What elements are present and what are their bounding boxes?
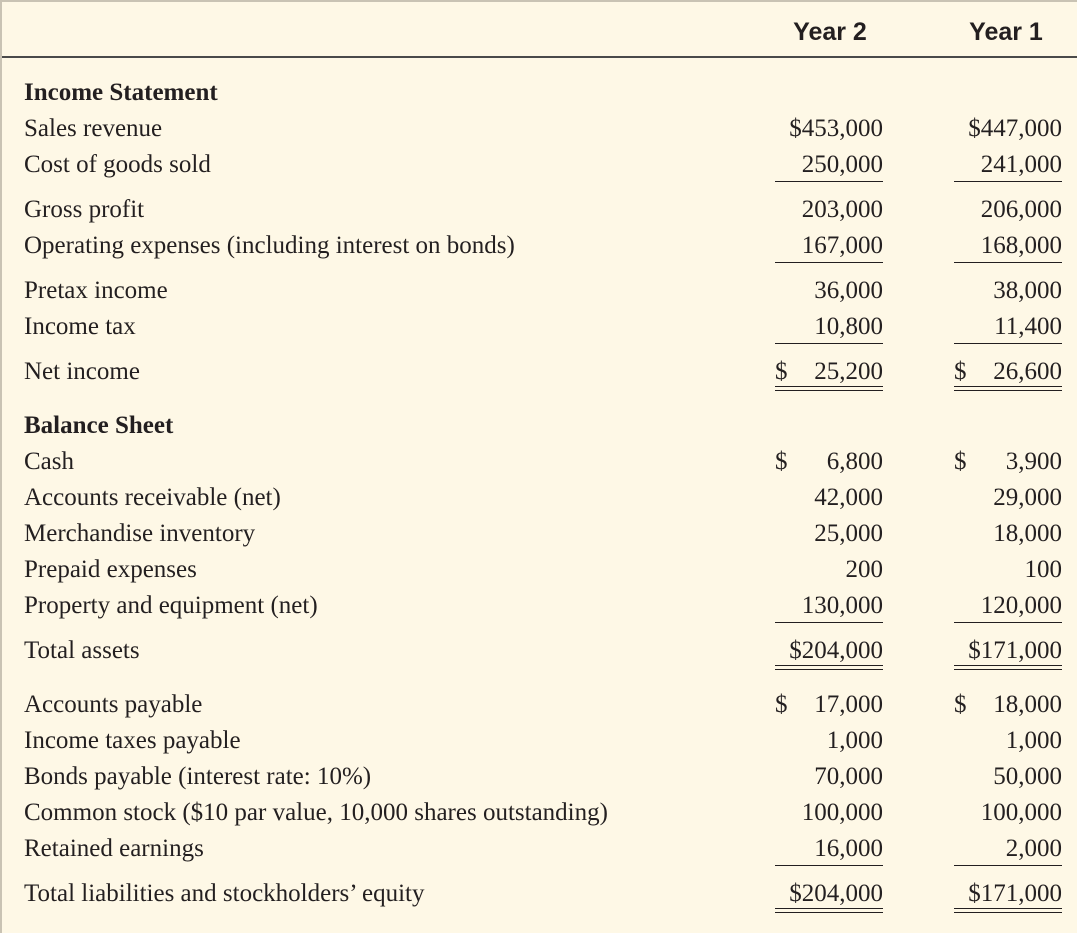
- table-row: Sales revenue $453,000 $447,000: [2, 112, 1077, 146]
- year1-value: 2,000: [954, 832, 1062, 866]
- row-label: Retained earnings: [24, 835, 204, 862]
- table-row: Accounts payable $17,000 $18,000: [2, 688, 1077, 722]
- year1-value: 241,000: [954, 148, 1062, 182]
- income-statement-heading-row: Income Statement: [2, 76, 1077, 110]
- row-label: Total assets: [24, 637, 140, 664]
- year1-value: $3,900: [954, 448, 1062, 475]
- row-label: Operating expenses (including interest o…: [24, 232, 515, 259]
- year1-value: $26,600: [954, 355, 1062, 391]
- table-row: Income taxes payable 1,000 1,000: [2, 724, 1077, 758]
- table-row: Income tax 10,800 11,400: [2, 310, 1077, 344]
- year1-value: 11,400: [954, 310, 1062, 344]
- year1-value: 29,000: [993, 484, 1062, 511]
- year2-value: 36,000: [814, 277, 883, 304]
- table-row: Bonds payable (interest rate: 10%) 70,00…: [2, 760, 1077, 794]
- row-label: Income taxes payable: [24, 727, 241, 754]
- row-label: Cost of goods sold: [24, 151, 211, 178]
- table-row: Total assets $204,000 $171,000: [2, 634, 1077, 670]
- year2-value: $204,000: [775, 634, 883, 670]
- table-row: Operating expenses (including interest o…: [2, 229, 1077, 263]
- year2-value: $6,800: [775, 448, 883, 475]
- row-label: Income tax: [24, 313, 136, 340]
- year2-value: 130,000: [775, 589, 883, 623]
- table-row: Common stock ($10 par value, 10,000 shar…: [2, 796, 1077, 830]
- year2-value: 203,000: [801, 196, 883, 223]
- table-row: Cash $6,800 $3,900: [2, 445, 1077, 479]
- table-row: Net income $25,200 $26,600: [2, 355, 1077, 391]
- year1-value: $171,000: [954, 877, 1062, 913]
- year2-value: $17,000: [775, 691, 883, 718]
- year1-value: 100: [1024, 556, 1063, 583]
- table-row: Gross profit 203,000 206,000: [2, 193, 1077, 227]
- year1-value: 50,000: [993, 763, 1062, 790]
- year1-value: 206,000: [980, 196, 1062, 223]
- row-label: Prepaid expenses: [24, 556, 197, 583]
- year2-value: 250,000: [775, 148, 883, 182]
- income-statement-title: Income Statement: [24, 79, 218, 106]
- year2-value: 25,000: [814, 520, 883, 547]
- year2-value: $453,000: [789, 115, 883, 142]
- year1-value: 100,000: [980, 799, 1062, 826]
- year2-value: 100,000: [801, 799, 883, 826]
- year2-value: 70,000: [814, 763, 883, 790]
- year2-value: $204,000: [775, 877, 883, 913]
- year1-value: 38,000: [993, 277, 1062, 304]
- year2-column-header: Year 2: [793, 18, 867, 46]
- table-header: Year 2 Year 1: [2, 2, 1077, 58]
- year2-value: 1,000: [826, 727, 883, 754]
- table-row: Merchandise inventory 25,000 18,000: [2, 517, 1077, 551]
- year2-value: 16,000: [775, 832, 883, 866]
- table-row: Total liabilities and stockholders’ equi…: [2, 877, 1077, 913]
- table-row: Prepaid expenses 200 100: [2, 553, 1077, 587]
- row-label: Merchandise inventory: [24, 520, 256, 547]
- table-row: Pretax income 36,000 38,000: [2, 274, 1077, 308]
- row-label: Pretax income: [24, 277, 168, 304]
- table-row: Retained earnings 16,000 2,000: [2, 832, 1077, 866]
- table-row: Accounts receivable (net) 42,000 29,000: [2, 481, 1077, 515]
- year2-value: 167,000: [775, 229, 883, 263]
- row-label: Property and equipment (net): [24, 592, 318, 619]
- row-label: Bonds payable (interest rate: 10%): [24, 763, 372, 790]
- year2-value: 42,000: [814, 484, 883, 511]
- table-row: Property and equipment (net) 130,000 120…: [2, 589, 1077, 623]
- row-label: Total liabilities and stockholders’ equi…: [24, 880, 425, 907]
- table-row: Cost of goods sold 250,000 241,000: [2, 148, 1077, 182]
- year1-value: 168,000: [954, 229, 1062, 263]
- row-label: Net income: [24, 358, 140, 385]
- row-label: Accounts payable: [24, 691, 203, 718]
- year1-value: $447,000: [968, 115, 1062, 142]
- year1-column-header: Year 1: [969, 18, 1043, 46]
- year1-value: 1,000: [1005, 727, 1062, 754]
- balance-sheet-heading-row: Balance Sheet: [2, 409, 1077, 443]
- row-label: Sales revenue: [24, 115, 163, 142]
- year2-value: $25,200: [775, 355, 883, 391]
- year2-value: 200: [845, 556, 884, 583]
- year1-value: 18,000: [993, 520, 1062, 547]
- year2-value: 10,800: [775, 310, 883, 344]
- row-label: Gross profit: [24, 196, 145, 223]
- row-label: Common stock ($10 par value, 10,000 shar…: [24, 799, 608, 826]
- year1-value: 120,000: [954, 589, 1062, 623]
- row-label: Cash: [24, 448, 74, 475]
- balance-sheet-title: Balance Sheet: [24, 412, 174, 439]
- row-label: Accounts receivable (net): [24, 484, 281, 511]
- year1-value: $18,000: [954, 691, 1062, 718]
- year1-value: $171,000: [954, 634, 1062, 670]
